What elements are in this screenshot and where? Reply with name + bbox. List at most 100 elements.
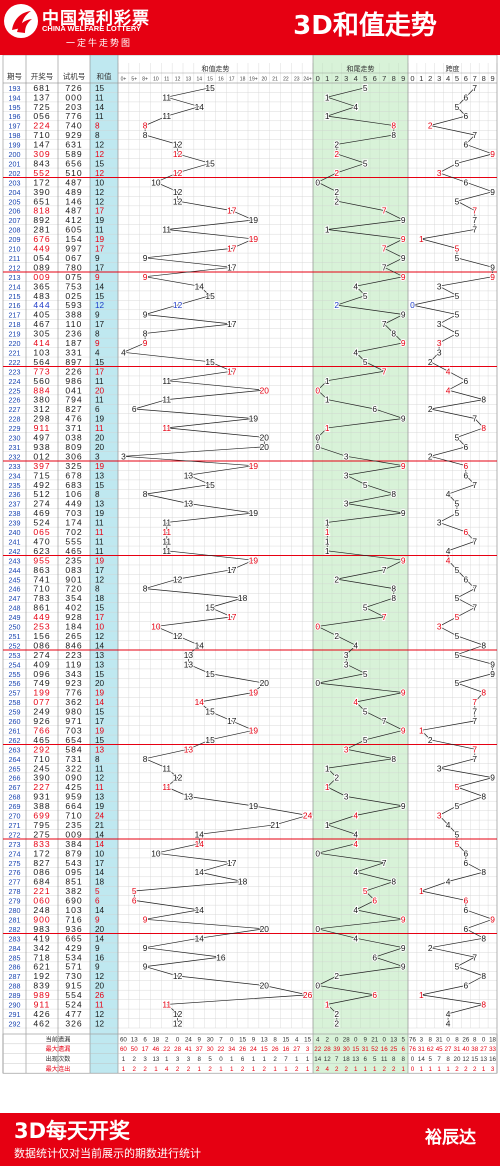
sum-value-cell: 11	[95, 396, 104, 405]
tail-stat-value: 11	[381, 1056, 388, 1063]
issue-cell: 250	[9, 623, 21, 632]
trial-number-cell: 997	[65, 244, 82, 254]
draw-number-cell: 444	[33, 300, 50, 310]
span-trend-point: 6	[464, 140, 469, 150]
draw-number-cell: 827	[33, 858, 50, 868]
span-trend-point: 2	[428, 735, 433, 745]
trial-number-cell: 726	[65, 83, 82, 93]
draw-number-cell: 911	[34, 1000, 51, 1010]
trial-number-cell: 095	[65, 867, 82, 877]
sum-value-cell: 15	[95, 708, 105, 717]
tail-trend-point: 3	[344, 650, 349, 660]
span-trend-point: 5	[455, 329, 460, 339]
issue-cell: 226	[9, 396, 21, 405]
span-trend-point: 7	[472, 215, 477, 225]
sum-trend-point: 9	[143, 338, 148, 348]
span-trend-point: 4	[446, 546, 451, 556]
sum-stat-value: 60	[120, 1036, 127, 1043]
sum-stat-value: 7	[219, 1036, 223, 1043]
sum-stat-value: 1	[165, 1056, 169, 1063]
sum-range-label: 0+	[121, 77, 127, 83]
draw-number-cell: 955	[33, 555, 50, 565]
span-trend-point: 7	[472, 716, 477, 726]
tail-trend-point: 9	[401, 461, 406, 471]
title-box: 3D和值走势	[240, 5, 490, 47]
sum-value-cell: 18	[95, 594, 105, 603]
stats-label: 当前遗漏	[46, 1035, 71, 1043]
sum-value-cell: 6	[95, 897, 100, 906]
span-digit-label: 3	[437, 74, 441, 83]
issue-cell: 259	[9, 708, 21, 717]
sum-stat-value: 1	[198, 1066, 202, 1073]
span-trend-point: 0	[410, 300, 415, 310]
trial-number-cell: 449	[65, 499, 82, 509]
sum-trend-point: 8	[143, 329, 148, 339]
span-digit-label: 0	[410, 74, 414, 83]
issue-cell: 261	[9, 726, 21, 735]
sum-value-cell: 9	[95, 339, 100, 348]
trial-number-cell: 025	[65, 291, 82, 301]
span-trend-point: 5	[455, 565, 460, 575]
sum-stat-value: 15	[282, 1036, 289, 1043]
sum-value-cell: 13	[95, 471, 105, 480]
sum-stat-value: 50	[131, 1046, 138, 1053]
draw-number-cell: 409	[33, 659, 50, 669]
group-header-trend: 和值走势	[202, 64, 230, 73]
trial-number-cell: 476	[65, 414, 82, 424]
tail-trend-point: 1	[325, 518, 330, 528]
sum-value-cell: 17	[95, 367, 105, 376]
sum-trend-point: 11	[162, 518, 171, 528]
issue-cell: 238	[9, 509, 21, 518]
issue-cell: 200	[9, 150, 21, 159]
span-stat-value: 76	[409, 1046, 416, 1053]
sum-trend-point: 17	[227, 319, 237, 329]
sum-value-cell: 20	[95, 982, 105, 991]
span-stat-value: 26	[462, 1036, 469, 1043]
span-trend-point: 9	[490, 669, 495, 679]
sum-value-cell: 14	[95, 906, 105, 915]
sum-stat-value: 1	[306, 1066, 310, 1073]
sum-trend-point: 19	[249, 414, 259, 424]
sum-trend-point: 12	[173, 187, 183, 197]
tail-trend-point: 1	[325, 92, 330, 102]
tail-stat-value: 7	[335, 1056, 339, 1063]
tail-trend-point: 2	[334, 971, 339, 981]
trial-number-cell: 103	[65, 905, 82, 915]
draw-number-cell: 718	[33, 952, 50, 962]
trial-number-cell: 809	[65, 442, 82, 452]
sum-trend-point: 12	[173, 773, 183, 783]
issue-cell: 230	[9, 434, 21, 443]
draw-number-cell: 227	[33, 782, 50, 792]
sum-trend-point: 17	[227, 716, 237, 726]
span-trend-point: 2	[428, 357, 433, 367]
sum-stat-value: 4	[295, 1036, 299, 1043]
sum-value-cell: 12	[95, 1019, 105, 1028]
issue-cell: 212	[9, 263, 21, 272]
tail-stat-value: 21	[371, 1036, 378, 1043]
trial-number-cell: 083	[65, 565, 82, 575]
issue-cell: 225	[9, 386, 21, 395]
sum-value-cell: 16	[95, 953, 105, 962]
trial-number-cell: 665	[65, 933, 82, 943]
draw-number-cell: 741	[33, 574, 50, 584]
issue-cell: 209	[9, 235, 21, 244]
issue-cell: 220	[9, 339, 21, 348]
tail-digit-label: 4	[354, 74, 358, 83]
tail-trend-point: 1	[325, 782, 330, 792]
sum-stat-value: 2	[241, 1066, 245, 1073]
span-digit-label: 4	[446, 74, 450, 83]
draw-number-cell: 623	[33, 546, 50, 556]
sum-value-cell: 21	[95, 821, 105, 830]
span-stat-value: 40	[462, 1046, 469, 1053]
sum-stat-value: 26	[272, 1046, 279, 1053]
trial-number-cell: 236	[65, 329, 82, 339]
span-trend-point: 1	[419, 886, 424, 896]
group-header-tail: 和尾走势	[347, 64, 375, 73]
sum-trend-point: 12	[173, 140, 183, 150]
draw-number-cell: 298	[33, 414, 50, 424]
sum-value-cell: 11	[95, 519, 104, 528]
sum-value-cell: 11	[95, 528, 104, 537]
tail-trend-point: 6	[372, 952, 377, 962]
draw-number-cell: 292	[33, 744, 50, 754]
sum-trend-point: 18	[238, 593, 248, 603]
